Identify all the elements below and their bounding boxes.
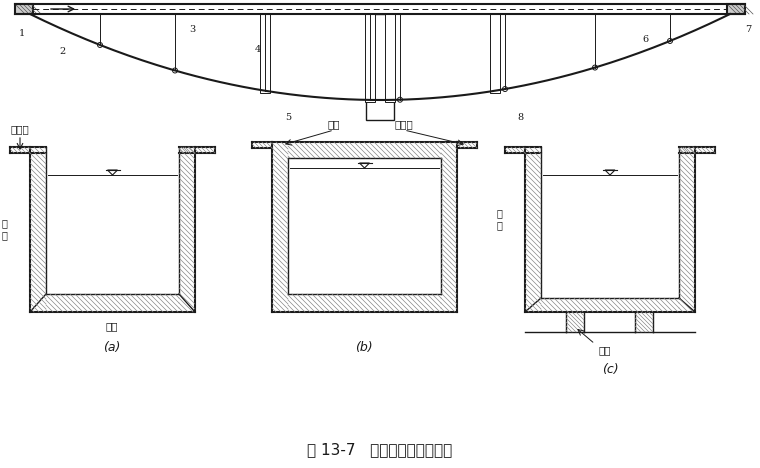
Bar bbox=[15, 4, 33, 14]
Text: (b): (b) bbox=[355, 341, 373, 353]
Text: 4: 4 bbox=[255, 45, 261, 54]
Text: 横肋: 横肋 bbox=[599, 345, 611, 355]
Text: 侧
墙: 侧 墙 bbox=[1, 218, 7, 240]
Text: 侧
墙: 侧 墙 bbox=[496, 208, 502, 230]
Text: 横杆: 横杆 bbox=[328, 119, 340, 129]
Bar bbox=[727, 4, 745, 14]
Text: 5: 5 bbox=[285, 114, 291, 123]
Bar bbox=[490, 14, 500, 93]
Text: 人行道: 人行道 bbox=[394, 119, 413, 129]
Text: (c): (c) bbox=[602, 364, 619, 376]
Text: 3: 3 bbox=[189, 25, 195, 35]
Bar bbox=[260, 14, 270, 93]
Text: 8: 8 bbox=[517, 114, 523, 123]
Text: 2: 2 bbox=[59, 47, 65, 57]
Text: 底板: 底板 bbox=[106, 321, 119, 331]
Text: 人行道: 人行道 bbox=[11, 124, 30, 134]
Bar bbox=[385, 14, 395, 102]
Text: 7: 7 bbox=[745, 25, 751, 35]
Text: 图 13-7   矩形渡槽横断面型式: 图 13-7 矩形渡槽横断面型式 bbox=[307, 443, 453, 458]
Bar bbox=[366, 14, 394, 120]
Bar bbox=[365, 14, 375, 102]
Text: 1: 1 bbox=[19, 29, 25, 38]
Text: (a): (a) bbox=[103, 341, 121, 353]
Text: 6: 6 bbox=[642, 36, 648, 44]
